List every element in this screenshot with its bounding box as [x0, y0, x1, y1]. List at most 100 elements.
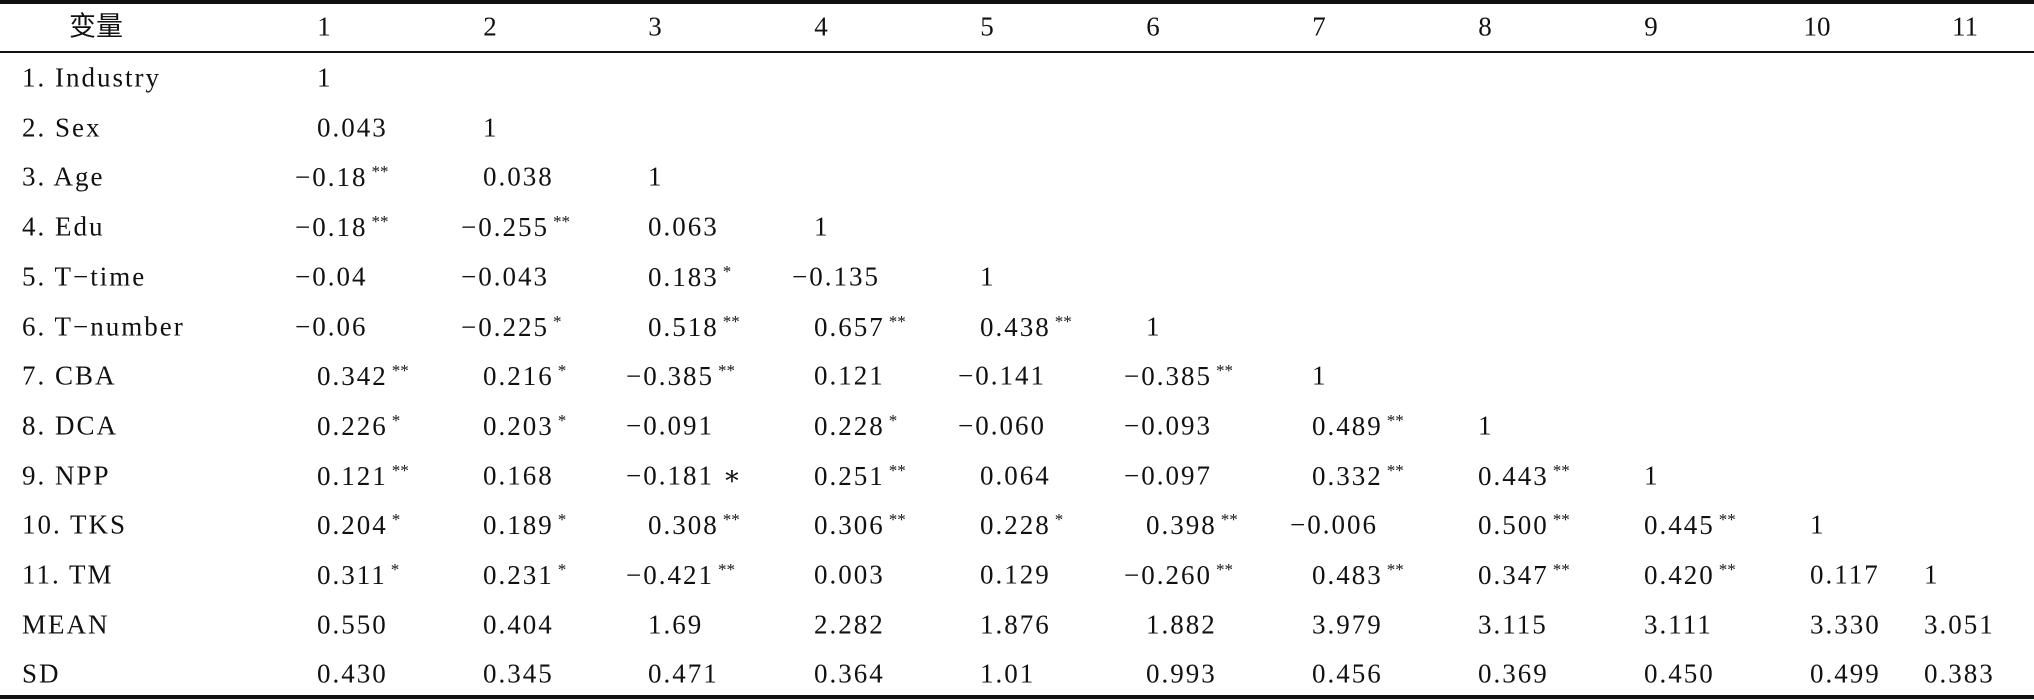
cell-value: −0.421	[626, 560, 714, 590]
cell: −0.093	[1124, 410, 1212, 441]
cell: 0.443 **	[1478, 462, 1570, 490]
cell: 0.121	[814, 360, 885, 391]
cell: 0.347 **	[1478, 561, 1570, 589]
cell: −0.060	[958, 410, 1046, 441]
cell-value: 0.311	[317, 560, 387, 590]
cell: 0.398 **	[1146, 511, 1238, 539]
cell: 0.404	[483, 609, 554, 640]
cell: 0.499	[1810, 658, 1881, 689]
cell: −0.181 ∗	[626, 460, 744, 491]
cell: −0.255 **	[461, 213, 570, 241]
cell: 0.203 *	[483, 412, 566, 440]
significance: **	[1054, 311, 1072, 331]
cell-value: 0.121	[317, 460, 388, 491]
cell-value: 0.216	[483, 361, 554, 392]
cell: 2.282	[814, 609, 885, 640]
cell: −0.097	[1124, 460, 1212, 491]
cell: 0.500 **	[1478, 511, 1570, 539]
cell: 0.038	[483, 161, 554, 192]
cell: 0.456	[1312, 658, 1383, 689]
header-cell: 8	[1478, 11, 1492, 42]
cell: 1	[648, 161, 664, 192]
cell: 0.121 **	[317, 462, 409, 490]
significance: *	[1054, 510, 1064, 530]
significance: *	[390, 560, 400, 579]
cell: 1	[317, 62, 333, 93]
cell: 0.364	[814, 658, 885, 689]
cell: −0.260 **	[1124, 561, 1233, 589]
row-label: 8. DCA	[22, 410, 119, 441]
cell: 1	[1478, 410, 1494, 441]
cell-value: 0.518	[648, 311, 719, 342]
header-cell: 7	[1312, 11, 1326, 42]
header-cell: 9	[1644, 11, 1658, 42]
cell: −0.141	[958, 360, 1046, 391]
row-label: 2. Sex	[22, 112, 102, 143]
cell: 0.489 **	[1312, 412, 1404, 440]
row-label: 10. TKS	[22, 509, 128, 540]
cell: 0.430	[317, 658, 388, 689]
cell: 0.993	[1146, 658, 1217, 689]
row-label: 6. T−number	[22, 311, 185, 341]
cell: 0.117	[1810, 559, 1880, 590]
cell: 0.518 **	[648, 313, 740, 341]
cell: 0.189 *	[483, 511, 566, 539]
cell: 0.438 **	[980, 313, 1072, 341]
cell: −0.135	[792, 261, 880, 292]
cell: −0.18 **	[295, 213, 388, 241]
cell: 0.251 **	[814, 462, 906, 490]
cell: 1	[1644, 460, 1660, 491]
cell: 1	[1146, 311, 1162, 341]
cell: 0.483 **	[1312, 561, 1404, 589]
cell-value: −0.255	[461, 212, 549, 243]
header-cell: 3	[648, 11, 662, 42]
cell-value: 0.306	[814, 510, 885, 541]
cell-value: 0.189	[483, 510, 554, 541]
cell: 1	[814, 211, 830, 242]
significance: *	[391, 510, 401, 530]
cell: 0.550	[317, 609, 388, 640]
cell: −0.043	[461, 261, 549, 292]
significance: **	[1220, 510, 1238, 530]
cell-value: 0.489	[1312, 410, 1383, 441]
cell: 0.231 *	[483, 561, 566, 589]
significance: **	[888, 311, 906, 331]
cell: 0.306 **	[814, 511, 906, 539]
cell-value: 0.438	[980, 311, 1051, 342]
cell: −0.421 **	[626, 561, 735, 589]
row-label: 7. CBA	[22, 360, 117, 391]
cell: 0.420 **	[1644, 561, 1736, 589]
cell: 3.115	[1478, 609, 1548, 640]
header-cell: 6	[1146, 11, 1160, 42]
significance: *	[722, 261, 732, 281]
cell: 0.383	[1924, 658, 1995, 689]
top-rule	[0, 0, 2034, 4]
cell: −0.18 **	[295, 163, 388, 191]
cell-value: 0.420	[1644, 560, 1715, 590]
header-cell: 1	[317, 11, 331, 42]
cell: 0.043	[317, 112, 388, 143]
significance: *	[557, 361, 567, 381]
significance: **	[1718, 560, 1736, 579]
cell: 0.342 **	[317, 362, 409, 390]
significance: *	[552, 311, 562, 331]
cell: 0.332 **	[1312, 462, 1404, 490]
bottom-rule	[0, 695, 2034, 699]
significance: **	[391, 460, 409, 480]
cell-value: 0.204	[317, 510, 388, 541]
cell-value: 0.228	[980, 510, 1051, 541]
cell: 1.882	[1146, 609, 1217, 640]
cell: −0.385 **	[1124, 362, 1233, 390]
cell: 0.450	[1644, 658, 1715, 689]
cell-value: −0.260	[1124, 560, 1212, 590]
cell: 0.168	[483, 460, 554, 491]
row-label: 3. Age	[22, 161, 105, 192]
cell-value: −0.18	[295, 162, 368, 193]
cell-value: 0.347	[1478, 560, 1549, 590]
cell: −0.006	[1290, 509, 1378, 540]
significance: **	[722, 510, 740, 530]
significance: **	[1215, 361, 1233, 381]
cell: 0.228 *	[980, 511, 1063, 539]
cell-value: 0.332	[1312, 460, 1383, 491]
